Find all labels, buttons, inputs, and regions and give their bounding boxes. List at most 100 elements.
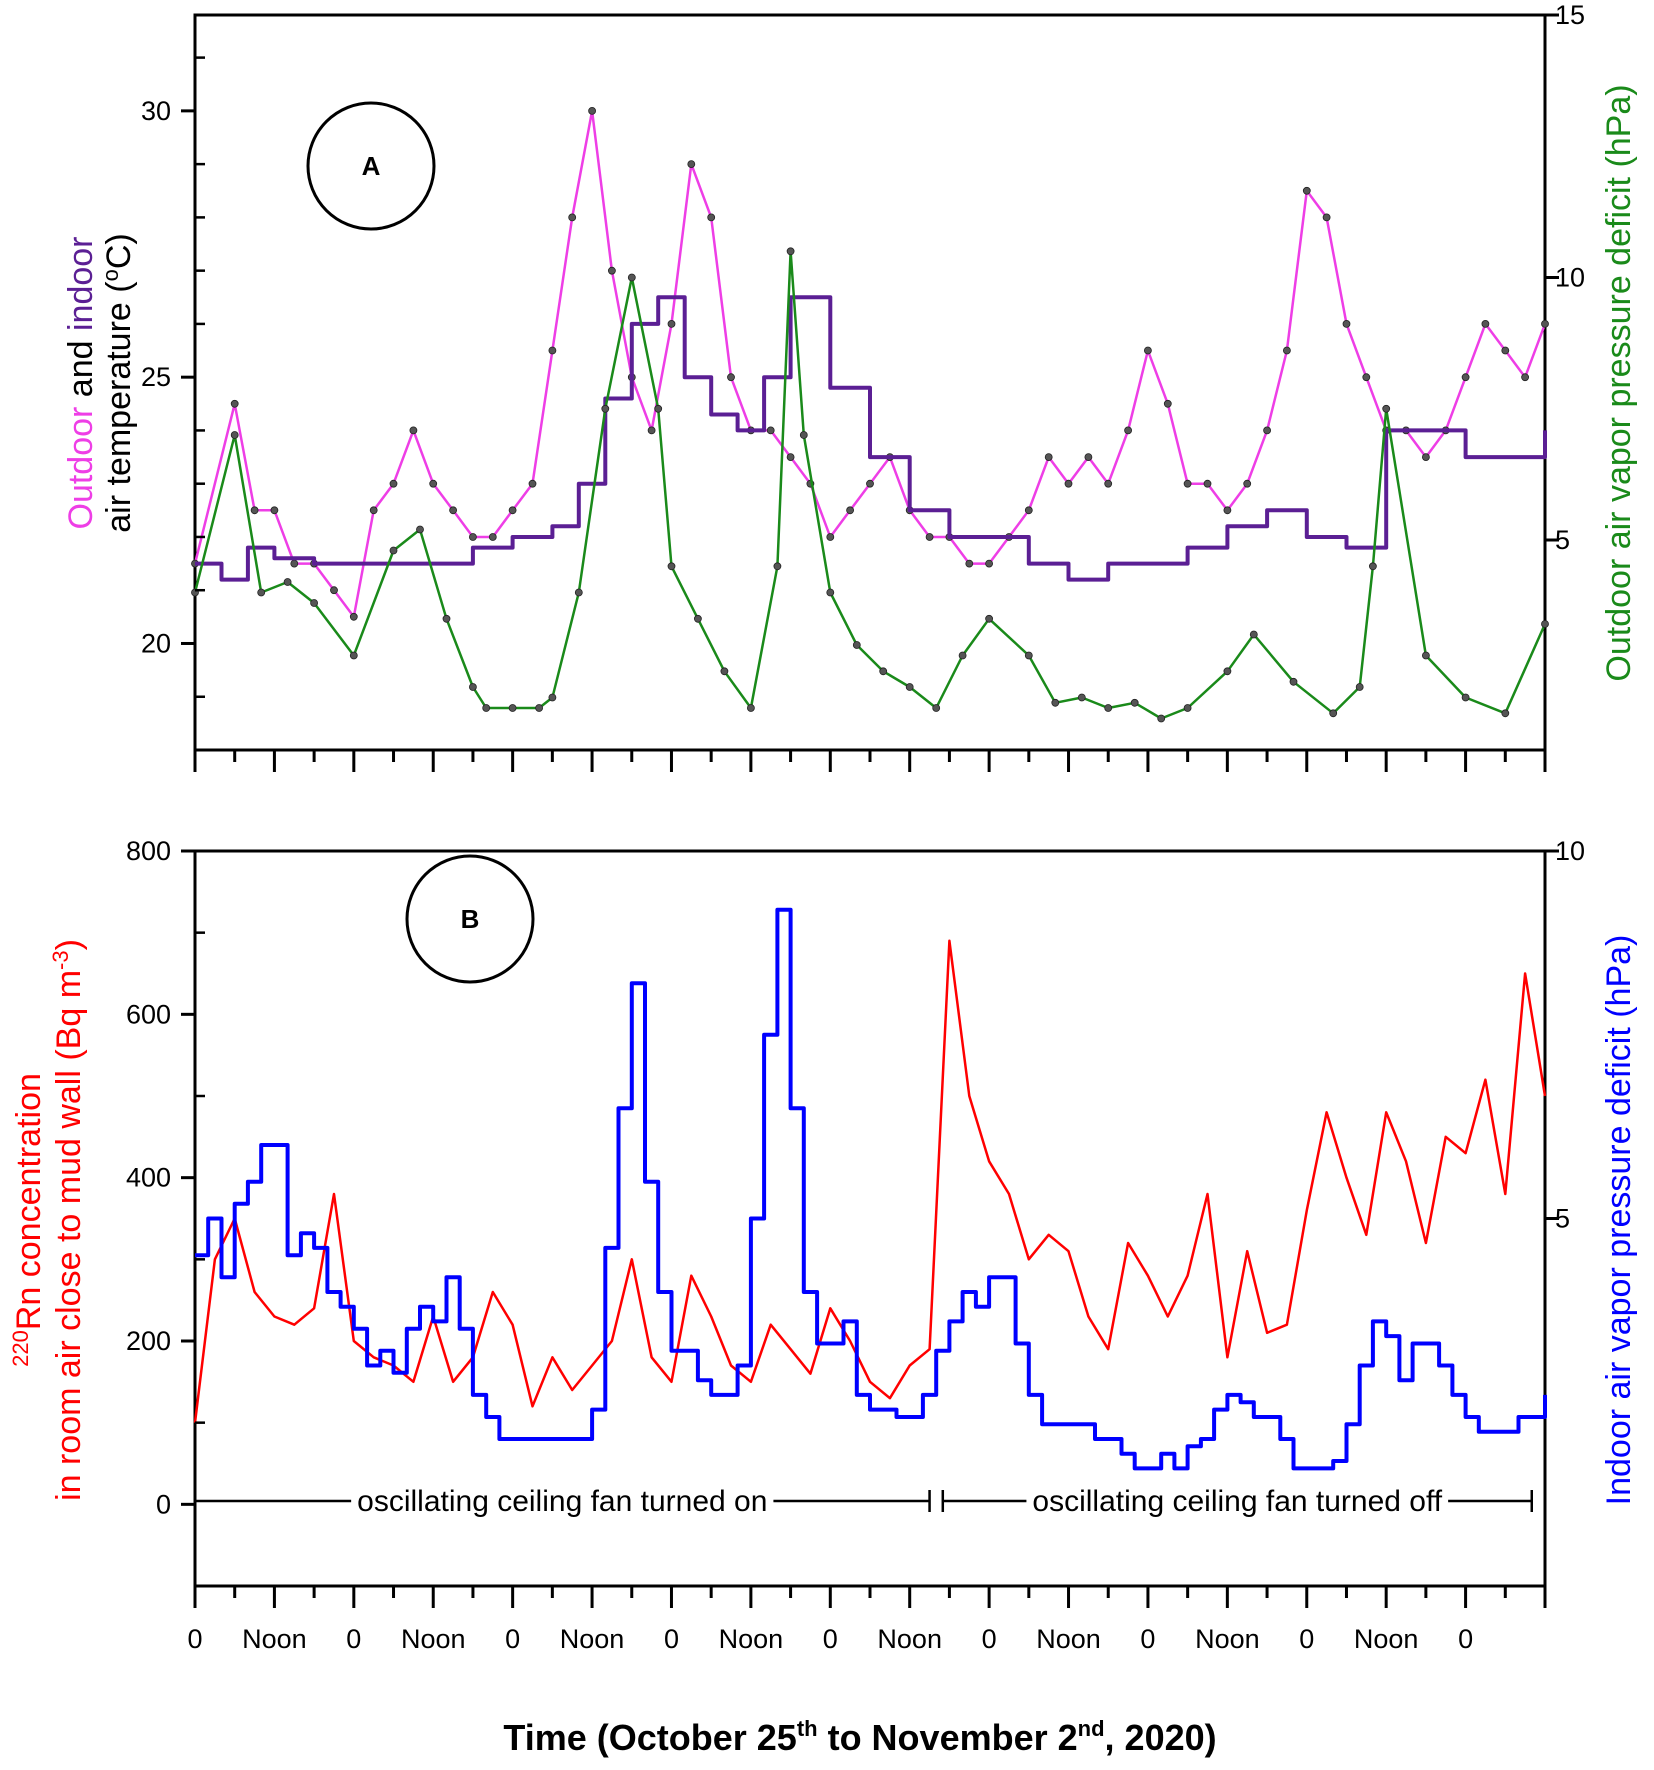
data-point-a-2-2 bbox=[257, 588, 266, 597]
data-point-a-0-1 bbox=[230, 399, 239, 408]
fan-annotations: oscillating ceiling fan turned on oscilla… bbox=[193, 1485, 1534, 1518]
data-point-a-0-9 bbox=[389, 479, 398, 488]
data-point-a-2-6 bbox=[389, 546, 398, 555]
fan-period-label-1: oscillating ceiling fan turned off bbox=[1032, 1485, 1442, 1518]
data-point-a-0-63 bbox=[1461, 373, 1470, 382]
data-point-a-2-45 bbox=[1382, 404, 1391, 413]
data-point-a-0-24 bbox=[687, 160, 696, 169]
data-point-a-0-12 bbox=[449, 506, 458, 515]
data-point-a-2-28 bbox=[905, 683, 914, 691]
panel-a-ylabel-sup: o bbox=[98, 269, 123, 281]
data-point-a-0-42 bbox=[1044, 453, 1053, 462]
data-point-a-2-41 bbox=[1289, 677, 1298, 686]
data-point-a-0-16 bbox=[528, 479, 537, 488]
data-point-a-2-13 bbox=[548, 693, 557, 702]
x-title-end: , 2020) bbox=[1105, 1717, 1217, 1758]
data-point-a-2-3 bbox=[283, 578, 292, 586]
data-point-a-2-12 bbox=[535, 704, 543, 712]
y-tick-label-left-b-0: 0 bbox=[156, 1489, 171, 1519]
panel-b-label: B bbox=[461, 904, 480, 934]
data-point-a-0-64 bbox=[1481, 319, 1490, 328]
data-point-a-2-19 bbox=[694, 614, 702, 623]
data-point-a-0-28 bbox=[766, 426, 775, 435]
data-point-a-0-14 bbox=[488, 533, 497, 541]
data-point-a-2-26 bbox=[852, 641, 861, 649]
y-tick-label-right-b-5: 5 bbox=[1555, 1204, 1570, 1234]
x-tick-label-0: 0 bbox=[187, 1624, 202, 1654]
data-point-a-2-17 bbox=[654, 404, 663, 413]
x-tick-label-7: Noon bbox=[719, 1624, 784, 1654]
data-point-a-0-22 bbox=[647, 426, 656, 435]
data-point-a-0-55 bbox=[1302, 186, 1311, 195]
data-point-a-0-7 bbox=[349, 612, 358, 621]
y-tick-label-left-a-30: 30 bbox=[141, 96, 171, 126]
data-point-a-0-13 bbox=[468, 533, 477, 541]
data-point-a-0-49 bbox=[1183, 479, 1192, 488]
data-point-a-2-42 bbox=[1329, 709, 1338, 718]
data-point-a-0-66 bbox=[1521, 373, 1529, 382]
data-point-a-2-47 bbox=[1461, 693, 1470, 702]
x-tick-label-10: 0 bbox=[982, 1624, 997, 1654]
data-point-a-0-4 bbox=[290, 559, 299, 568]
data-point-a-2-39 bbox=[1223, 667, 1232, 676]
data-point-a-0-11 bbox=[429, 479, 438, 488]
x-tick-labels: 0 Noon 0 Noon 0 Noon 0 Noon 0 Noon 0 Noon 0 Noon 0 Noon… bbox=[187, 1624, 1473, 1654]
data-point-a-0-47 bbox=[1144, 346, 1152, 355]
data-point-a-2-1 bbox=[230, 431, 239, 439]
data-point-a-2-38 bbox=[1183, 704, 1192, 712]
data-point-a-0-44 bbox=[1084, 453, 1093, 462]
data-point-a-0-52 bbox=[1243, 479, 1252, 488]
data-point-a-2-33 bbox=[1051, 698, 1060, 707]
data-point-a-0-39 bbox=[985, 559, 993, 568]
y-tick-label-right-a-5: 5 bbox=[1555, 525, 1570, 555]
data-point-a-0-3 bbox=[270, 506, 279, 515]
data-point-a-0-19 bbox=[588, 107, 596, 115]
data-point-a-2-16 bbox=[627, 273, 636, 282]
data-point-a-2-7 bbox=[416, 525, 424, 534]
data-point-a-0-51 bbox=[1223, 506, 1232, 515]
series-line-a-1 bbox=[195, 295, 1547, 582]
data-point-a-0-45 bbox=[1104, 479, 1113, 488]
data-point-a-0-23 bbox=[667, 319, 676, 328]
data-point-a-0-61 bbox=[1422, 453, 1430, 462]
data-point-a-0-38 bbox=[965, 559, 974, 568]
data-point-a-2-21 bbox=[747, 704, 755, 712]
data-point-a-0-31 bbox=[826, 533, 835, 541]
data-point-a-0-32 bbox=[846, 506, 854, 515]
y-tick-label-left-b-600: 600 bbox=[126, 999, 171, 1029]
data-point-a-2-4 bbox=[310, 599, 319, 607]
y-tick-label-left-b-400: 400 bbox=[126, 1163, 171, 1193]
data-point-a-2-31 bbox=[985, 614, 993, 623]
panel-a-ylabel-end: C) bbox=[100, 233, 138, 269]
data-point-a-2-40 bbox=[1249, 630, 1258, 639]
panel-a-ylabel-left-line2: air temperature (oC) bbox=[98, 233, 138, 532]
series-line-a-2 bbox=[193, 250, 1547, 720]
panel-b-ylabel-line2: in room air close to mud wall (Bq m bbox=[50, 970, 88, 1501]
data-point-a-0-48 bbox=[1163, 399, 1172, 408]
x-axis-title: Time (October 25th to November 2nd, 2020… bbox=[503, 1716, 1216, 1758]
data-point-a-0-8 bbox=[369, 506, 378, 515]
x-title-sup2: nd bbox=[1078, 1716, 1105, 1741]
data-point-a-2-9 bbox=[468, 683, 477, 691]
y-tick-label-left-b-800: 800 bbox=[126, 836, 171, 866]
data-point-a-2-27 bbox=[879, 667, 888, 676]
panel-b-ylabel-right: Indoor air vapor pressure deficit (hPa) bbox=[1600, 935, 1638, 1506]
panel-a-ylabel-line2: air temperature ( bbox=[100, 281, 138, 533]
data-point-a-2-49 bbox=[1541, 620, 1549, 628]
x-tick-label-11: Noon bbox=[1036, 1624, 1101, 1654]
panel-a-plot bbox=[191, 107, 1549, 723]
data-point-a-0-2 bbox=[250, 506, 259, 515]
fan-period-label-0: oscillating ceiling fan turned on bbox=[357, 1485, 767, 1518]
x-tick-label-14: 0 bbox=[1299, 1624, 1314, 1654]
x-tick-label-8: 0 bbox=[823, 1624, 838, 1654]
data-point-a-0-20 bbox=[608, 266, 616, 275]
data-point-a-2-25 bbox=[826, 588, 835, 597]
x-tick-label-6: 0 bbox=[664, 1624, 679, 1654]
panel-a-ylabel-indoor: indoor bbox=[62, 237, 100, 332]
data-point-a-2-34 bbox=[1077, 693, 1086, 702]
x-tick-label-5: Noon bbox=[560, 1624, 625, 1654]
data-point-a-2-37 bbox=[1157, 714, 1166, 723]
data-point-a-0-33 bbox=[866, 479, 874, 488]
data-point-a-0-10 bbox=[409, 426, 418, 435]
